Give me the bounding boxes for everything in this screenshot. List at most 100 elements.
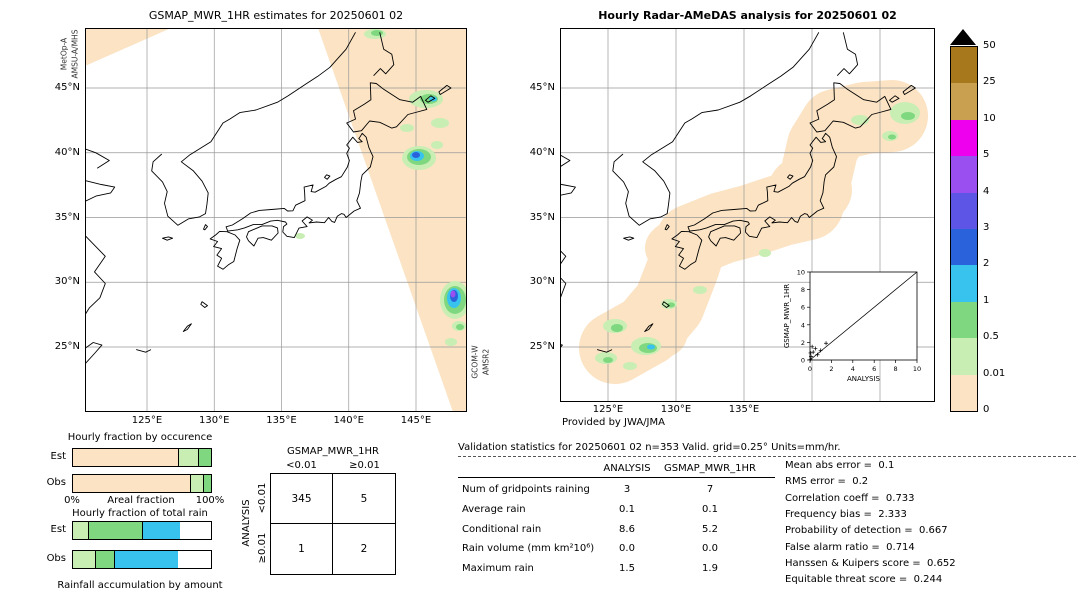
inset-x-tick: 2 <box>829 365 833 373</box>
colorbar-scale <box>950 46 978 412</box>
stats-value-gsmap: 7 <box>706 484 714 495</box>
colorbar-tick-label: 0.01 <box>983 367 1006 379</box>
lon-label-right: 130°E <box>660 404 692 415</box>
colorbar-tick-label: 0.5 <box>983 331 999 343</box>
lat-label-left: 45°N <box>54 82 80 93</box>
inset-point <box>810 344 815 349</box>
metric-row: Mean abs error = 0.1 <box>785 460 894 472</box>
colorbar-tick-label: 2 <box>983 258 990 270</box>
right-map: 0 2 4 6 8 10 0 2 4 6 8 10 ANALYSIS GSMAP_MWR_1HR <box>560 28 935 402</box>
sensor-label-amsr2: AMSR2 <box>481 348 491 376</box>
bar-segment <box>73 522 89 539</box>
contingency-table: 345 5 1 2 <box>270 473 396 575</box>
inset-point <box>808 350 813 355</box>
occurrence-axis-min: 0% <box>64 495 80 506</box>
colorbar-segment <box>951 119 977 157</box>
inset-point <box>809 354 814 359</box>
metric-value: 0.244 <box>913 574 943 586</box>
colorbar-segment <box>951 192 977 229</box>
inset-x-tick: 4 <box>851 365 855 373</box>
lat-label-right: 45°N <box>529 82 555 93</box>
stats-value-gsmap: 5.2 <box>702 523 718 535</box>
fraction-bar-obs <box>72 550 212 569</box>
stats-table-rule <box>458 477 775 478</box>
bar-segment <box>177 449 198 466</box>
metric-label: False alarm ratio <box>785 541 869 553</box>
metric-label: Correlation coeff <box>785 492 868 504</box>
contingency-cell-00: 345 <box>271 474 333 524</box>
fraction-bar-est <box>72 448 212 467</box>
colorbar-tick-label: 10 <box>983 112 996 124</box>
contingency-row-header-1: ≥0.01 <box>257 532 268 564</box>
metric-row: Hanssen & Kuipers score = 0.652 <box>785 558 956 570</box>
colorbar-segment <box>951 265 977 302</box>
inset-point <box>811 350 816 355</box>
precip-blobs <box>595 102 920 370</box>
inset-x-tick: 8 <box>894 365 898 373</box>
bar-row-label: Obs <box>46 477 66 488</box>
colorbar-tick-label: 0 <box>983 404 990 415</box>
bar-segment <box>73 551 96 568</box>
colorbar-overflow-triangle <box>950 29 976 45</box>
bar-segment <box>141 522 180 539</box>
lon-label-right: 135°E <box>728 404 760 415</box>
inset-ylabel: GSMAP_MWR_1HR <box>783 284 791 348</box>
coastlines <box>85 32 452 365</box>
metric-label: Frequency bias <box>785 508 861 520</box>
metric-row: RMS error = 0.2 <box>785 476 868 488</box>
metric-label: Probability of detection <box>785 525 902 537</box>
inset-point <box>808 357 813 362</box>
stats-header: Validation statistics for 20250601 02 n=… <box>458 442 841 453</box>
lon-label-left: 145°E <box>400 415 432 426</box>
stats-value-analysis: 1.5 <box>619 563 635 575</box>
stats-col-header-gsmap: GSMAP_MWR_1HR <box>664 463 756 474</box>
precip-blobs <box>295 29 467 346</box>
metric-row: Frequency bias = 2.333 <box>785 509 907 521</box>
contingency-row-header-0: <0.01 <box>257 482 268 514</box>
lat-label-left: 25°N <box>54 341 80 352</box>
left-map <box>85 28 467 412</box>
metric-equals: = <box>834 476 853 488</box>
metric-label: Equitable threat score <box>785 574 896 586</box>
occurrence-axis-max: 100% <box>195 495 225 506</box>
inset-scatter: 0 2 4 6 8 10 0 2 4 6 8 10 ANALYSIS GSMAP_MWR_1HR <box>783 269 921 384</box>
lon-label-left: 135°E <box>266 415 297 426</box>
stats-row-label: Average rain <box>462 503 526 515</box>
lat-label-left: 35°N <box>54 211 80 223</box>
metric-equals: = <box>860 460 879 471</box>
metric-equals: = <box>868 541 887 553</box>
inset-y-tick: 8 <box>801 286 805 294</box>
colorbar-segment <box>951 229 977 266</box>
metric-label: Hanssen & Kuipers score <box>785 557 910 569</box>
lat-label-right: 35°N <box>529 211 555 223</box>
bar-segment <box>189 475 204 492</box>
bar-segment <box>203 475 212 492</box>
stats-value-analysis: 3 <box>623 484 631 495</box>
fraction-bar-obs <box>72 474 212 493</box>
bar-row-label: Est <box>50 524 66 535</box>
bar-segment <box>73 449 178 466</box>
stats-col-header-analysis: ANALYSIS <box>603 463 651 474</box>
inset-x-tick: 6 <box>872 365 876 373</box>
metric-label: RMS error <box>785 476 835 488</box>
bar-row-label: Est <box>50 451 66 462</box>
stats-value-analysis: 8.6 <box>619 523 635 535</box>
lon-label-right: 125°E <box>592 404 624 415</box>
map-credit: Provided by JWA/JMA <box>562 417 665 428</box>
lat-label-left: 40°N <box>54 146 80 158</box>
inset-xlabel: ANALYSIS <box>847 375 881 383</box>
metric-row: Probability of detection = 0.667 <box>785 525 948 537</box>
metric-equals: = <box>909 557 928 569</box>
stats-value-analysis: 0.0 <box>619 543 635 555</box>
gridlines <box>85 28 467 412</box>
metric-row: False alarm ratio = 0.714 <box>785 542 915 554</box>
metric-value: 0.733 <box>885 492 915 504</box>
colorbar-segment <box>951 338 977 375</box>
inset-point <box>818 348 823 353</box>
inset-point <box>824 341 829 346</box>
colorbar-tick-label: 3 <box>983 222 990 233</box>
sensor-label-gcomw: GCOM-W <box>470 345 480 379</box>
metric-value: 0.714 <box>886 541 915 553</box>
contingency-col-header-1: ≥0.01 <box>349 460 380 471</box>
colorbar-tick-label: 50 <box>983 40 996 51</box>
